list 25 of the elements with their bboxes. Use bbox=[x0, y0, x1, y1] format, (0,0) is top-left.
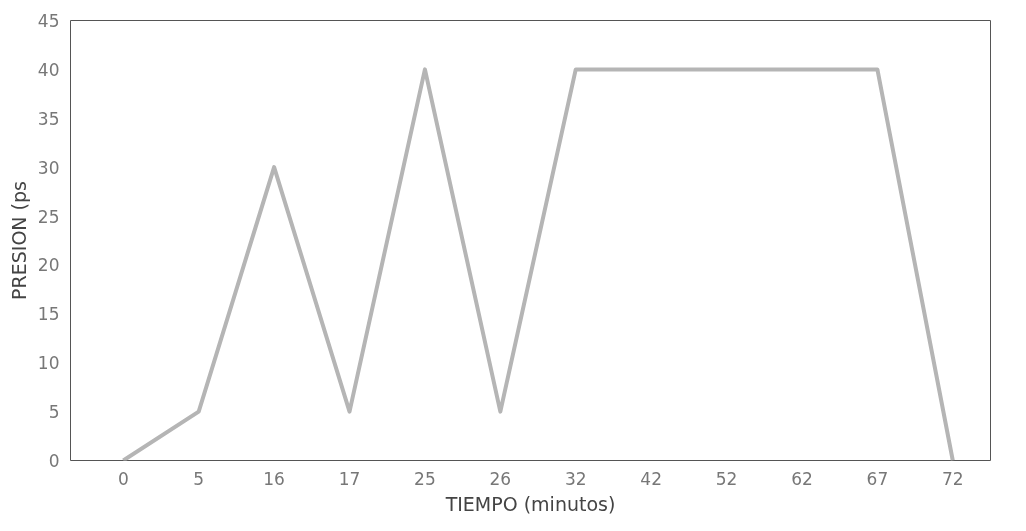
line-series bbox=[121, 67, 955, 461]
x-tick-label: 5 bbox=[193, 468, 205, 489]
x-tick-label: 72 bbox=[941, 468, 964, 489]
y-tick-label: 10 bbox=[37, 353, 60, 374]
x-tick-label: 0 bbox=[117, 468, 129, 489]
y-tick-label: 30 bbox=[37, 157, 60, 178]
x-axis-title: TIEMPO (minutos) bbox=[444, 492, 616, 515]
x-tick-label: 42 bbox=[640, 468, 662, 489]
x-tick-label: 26 bbox=[489, 468, 512, 489]
y-tick-label: 45 bbox=[37, 11, 60, 31]
x-tick-label: 62 bbox=[791, 468, 813, 489]
x-tick-label: 16 bbox=[263, 468, 285, 489]
y-axis-title: PRESION (ps bbox=[7, 181, 30, 300]
y-tick-label: 35 bbox=[37, 108, 60, 129]
y-tick-label: 40 bbox=[37, 59, 60, 80]
x-tick-label: 17 bbox=[338, 468, 361, 489]
y-tick-label: 15 bbox=[37, 304, 60, 325]
y-tick-label: 20 bbox=[37, 255, 60, 276]
x-tick-label: 67 bbox=[866, 468, 889, 489]
x-tick-label: 32 bbox=[564, 468, 587, 489]
y-tick-label: 5 bbox=[48, 402, 60, 423]
x-tick-label: 25 bbox=[414, 468, 436, 489]
x-tick-label: 52 bbox=[715, 468, 738, 489]
y-tick-label: 25 bbox=[37, 206, 60, 227]
y-tick-label: 0 bbox=[48, 451, 60, 471]
